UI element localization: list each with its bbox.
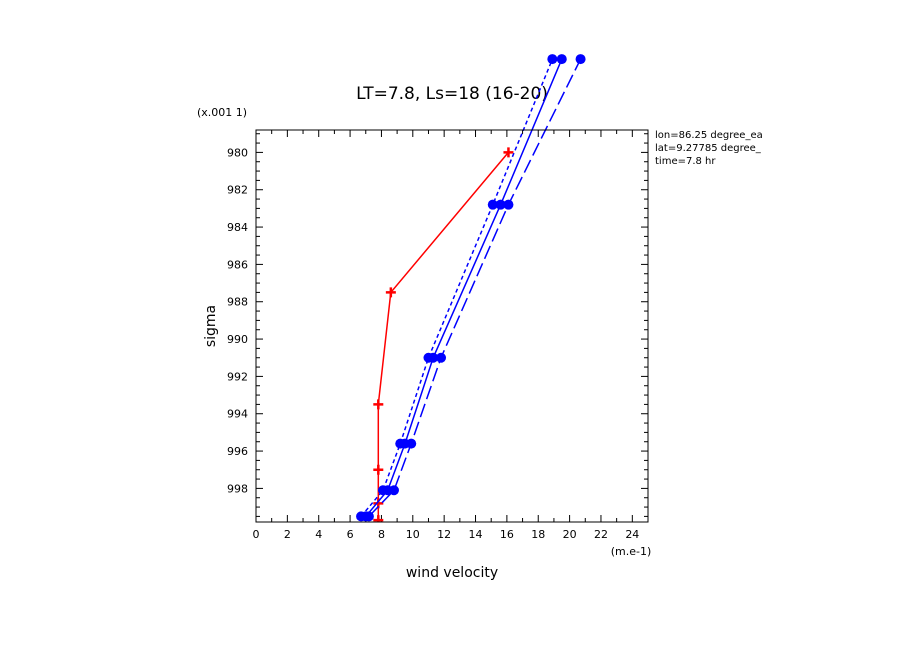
x-tick-label: 22 — [594, 528, 608, 541]
y-tick-label: 984 — [227, 221, 248, 234]
x-tick-label: 8 — [378, 528, 385, 541]
info-lat: lat=9.27785 degree_ — [655, 143, 762, 154]
y-tick-label: 994 — [227, 408, 248, 421]
x-tick-label: 2 — [284, 528, 291, 541]
series-line — [368, 58, 582, 517]
chart-title: LT=7.8, Ls=18 (16-20) — [356, 84, 548, 104]
data-point — [373, 515, 384, 522]
x-tick-label: 4 — [315, 528, 322, 541]
y-tick-label: 982 — [227, 184, 248, 197]
data-point — [363, 511, 374, 522]
data-point — [495, 199, 506, 210]
y-tick-label: 986 — [227, 258, 248, 271]
x-tick-label: 16 — [500, 528, 514, 541]
data-point — [503, 147, 514, 158]
data-point — [547, 54, 558, 65]
y-tick-label: 998 — [227, 482, 248, 495]
series-3 — [356, 54, 558, 522]
x-tick-label: 12 — [437, 528, 451, 541]
data-point — [575, 54, 586, 65]
y-unit-label: (x.001 1) — [197, 106, 247, 119]
series-layer — [356, 54, 586, 522]
y-axis-label: sigma — [203, 305, 219, 347]
y-tick-label: 992 — [227, 370, 248, 383]
data-point — [373, 464, 384, 475]
data-point — [423, 352, 434, 363]
data-point — [436, 352, 447, 363]
y-tick-label: 990 — [227, 333, 248, 346]
data-point — [356, 511, 367, 522]
x-tick-label: 18 — [531, 528, 545, 541]
info-lon: lon=86.25 degree_ea — [655, 130, 763, 141]
data-point — [395, 438, 406, 449]
x-tick-label: 20 — [563, 528, 577, 541]
data-point — [378, 485, 389, 496]
plot-frame — [255, 129, 649, 523]
y-tick-label: 988 — [227, 296, 248, 309]
data-point — [556, 54, 567, 65]
y-tick-label: 980 — [227, 146, 248, 159]
x-tick-label: 24 — [625, 528, 639, 541]
data-point — [385, 287, 396, 298]
series-4 — [363, 54, 586, 522]
x-axis-label: wind velocity — [406, 565, 498, 581]
data-point — [503, 199, 514, 210]
x-tick-label: 0 — [253, 528, 260, 541]
x-unit-label: (m.e-1) — [611, 545, 652, 558]
data-point — [406, 438, 417, 449]
data-point — [388, 485, 399, 496]
y-tick-label: 996 — [227, 445, 248, 458]
info-time: time=7.8 hr — [655, 156, 716, 167]
ticks: 0 2 4 6 8 10 12 14 16 18 20 22 249809829849869889909… — [227, 130, 649, 541]
x-tick-label: 6 — [347, 528, 354, 541]
series-line — [360, 58, 554, 517]
data-point — [373, 399, 384, 410]
data-point — [487, 199, 498, 210]
x-tick-label: 10 — [406, 528, 420, 541]
x-tick-label: 14 — [469, 528, 483, 541]
